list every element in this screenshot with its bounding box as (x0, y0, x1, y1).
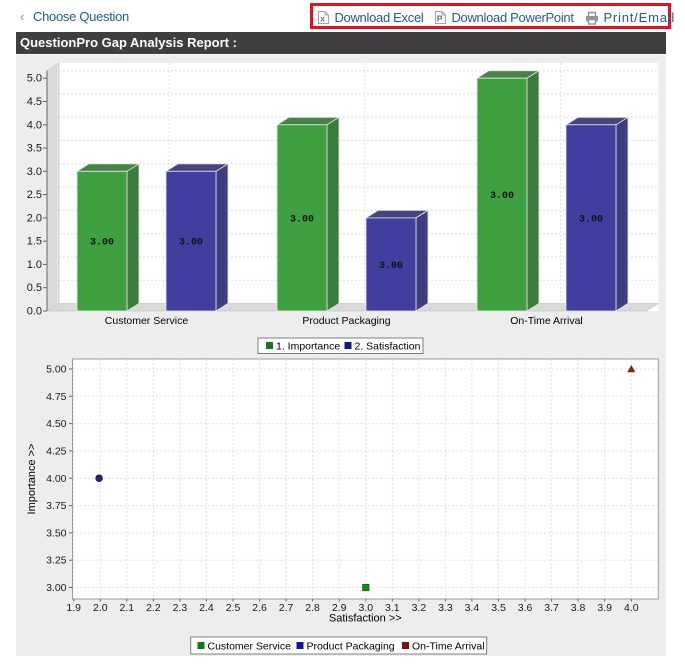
svg-text:3.25: 3.25 (46, 555, 67, 567)
svg-text:P: P (437, 14, 443, 24)
svg-text:3.75: 3.75 (46, 500, 67, 512)
svg-text:3.5: 3.5 (491, 602, 506, 614)
svg-text:2.8: 2.8 (305, 602, 320, 614)
svg-text:Product Packaging: Product Packaging (302, 315, 390, 327)
svg-text:4.25: 4.25 (46, 445, 67, 457)
svg-text:2.7: 2.7 (279, 602, 294, 614)
svg-text:3.5: 3.5 (27, 143, 42, 155)
svg-text:On-Time Arrival: On-Time Arrival (412, 641, 485, 653)
svg-text:3.00: 3.00 (90, 238, 114, 249)
svg-text:5.00: 5.00 (46, 364, 67, 376)
svg-text:2. Satisfaction: 2. Satisfaction (355, 341, 421, 353)
svg-text:3.8: 3.8 (571, 602, 586, 614)
svg-text:5.0: 5.0 (27, 73, 42, 85)
svg-text:3.00: 3.00 (490, 191, 514, 202)
svg-text:3.0: 3.0 (27, 166, 42, 178)
svg-text:4.50: 4.50 (46, 418, 67, 430)
svg-text:2.9: 2.9 (332, 602, 347, 614)
svg-text:1.9: 1.9 (66, 602, 81, 614)
svg-text:x: x (320, 14, 325, 24)
svg-text:3.50: 3.50 (46, 527, 67, 539)
svg-text:2.0: 2.0 (93, 602, 108, 614)
svg-text:3.00: 3.00 (379, 261, 403, 272)
svg-text:1.0: 1.0 (27, 259, 42, 271)
svg-text:2.0: 2.0 (27, 212, 42, 224)
svg-text:3.00: 3.00 (179, 238, 203, 249)
svg-text:Customer Service: Customer Service (208, 641, 292, 653)
svg-text:4.0: 4.0 (27, 119, 42, 131)
svg-text:2.5: 2.5 (226, 602, 241, 614)
svg-text:On-Time Arrival: On-Time Arrival (510, 315, 583, 327)
svg-text:4.0: 4.0 (624, 602, 639, 614)
svg-text:1.5: 1.5 (27, 236, 42, 248)
svg-text:Customer Service: Customer Service (105, 315, 189, 327)
svg-text:2.4: 2.4 (199, 602, 214, 614)
svg-text:3.0: 3.0 (358, 602, 373, 614)
svg-text:3.1: 3.1 (385, 602, 400, 614)
svg-text:3.4: 3.4 (465, 602, 480, 614)
svg-text:2.3: 2.3 (173, 602, 188, 614)
svg-text:3.6: 3.6 (518, 602, 533, 614)
svg-text:4.00: 4.00 (46, 473, 67, 485)
svg-text:2.1: 2.1 (119, 602, 134, 614)
svg-text:3.00: 3.00 (290, 214, 314, 225)
svg-text:3.7: 3.7 (544, 602, 559, 614)
svg-text:0.5: 0.5 (27, 282, 42, 294)
svg-text:3.9: 3.9 (597, 602, 612, 614)
svg-text:3.3: 3.3 (438, 602, 453, 614)
svg-text:2.2: 2.2 (146, 602, 161, 614)
svg-text:2.5: 2.5 (27, 189, 42, 201)
svg-text:2.6: 2.6 (252, 602, 267, 614)
svg-text:4.5: 4.5 (27, 96, 42, 108)
svg-text:4.75: 4.75 (46, 391, 67, 403)
svg-text:Importance >>: Importance >> (26, 444, 38, 515)
svg-text:Satisfaction >>: Satisfaction >> (329, 613, 402, 625)
svg-text:3.2: 3.2 (412, 602, 427, 614)
svg-text:0.0: 0.0 (27, 306, 42, 318)
svg-text:Product Packaging: Product Packaging (307, 641, 395, 653)
svg-text:3.00: 3.00 (579, 214, 603, 225)
svg-text:1. Importance: 1. Importance (276, 341, 340, 353)
svg-text:3.00: 3.00 (46, 582, 67, 594)
